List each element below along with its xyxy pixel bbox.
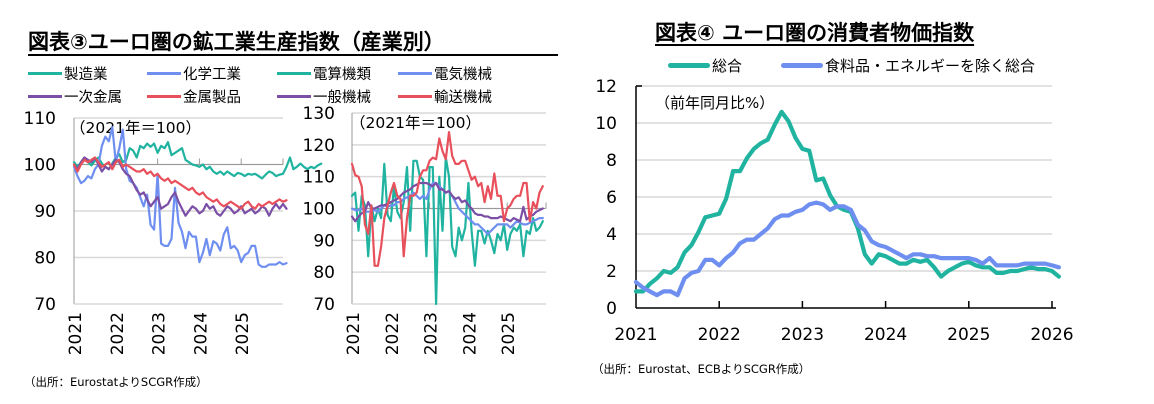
x-tick-label: 2026 [1030, 325, 1073, 345]
legend-item-metal-products: 金属製品 [147, 86, 241, 107]
y-tick-label: 12 [595, 77, 617, 97]
chart-annotation: （前年同月比%） [655, 94, 774, 112]
series-line-3 [350, 131, 544, 267]
legend-label: 製造業 [64, 67, 108, 83]
y-tick-label: 100 [303, 200, 335, 220]
chart-annotation: （2021年＝100） [350, 114, 481, 132]
y-tick-label: 90 [34, 202, 56, 222]
legend-item-headline: 総合 [668, 55, 742, 76]
legend-swatch [147, 72, 181, 75]
legend-item-computers: 電算機類 [277, 63, 371, 84]
chart-annotation: （2021年＝100） [70, 119, 201, 137]
x-tick-label: 2024 [191, 312, 211, 355]
x-tick-label: 2022 [108, 312, 128, 355]
figure3-title: 図表③ユーロ圏の鉱工業生産指数（産業別） [28, 30, 445, 54]
series-line-3 [72, 156, 288, 210]
x-tick-label: 2025 [499, 312, 519, 355]
series-line-0 [633, 109, 1062, 294]
y-tick-label: 80 [34, 249, 56, 269]
series-line-1 [72, 126, 288, 268]
legend-swatch [398, 95, 432, 98]
legend-label: 一次金属 [64, 90, 122, 106]
y-tick-label: 0 [606, 299, 617, 319]
series-line-1 [633, 200, 1062, 298]
y-tick-label: 100 [24, 156, 56, 176]
legend-item-manufacturing: 製造業 [28, 63, 108, 84]
y-tick-label: 2 [606, 262, 617, 282]
chart-panel-mid: 70 80 90 100 110 120 130 2021 2022 2023 2024 2025 （2… [303, 104, 547, 355]
chart-panel-right: 0 2 4 6 8 10 12 2021 2022 2023 2024 2025 2026 （前年同月比%… [595, 77, 1073, 345]
y-tick-label: 70 [313, 295, 335, 315]
x-tick-label: 2023 [422, 312, 442, 355]
x-tick-label: 2024 [864, 325, 907, 345]
legend-label: 電気機械 [434, 67, 492, 83]
legend-swatch [28, 95, 62, 98]
legend-label: 食料品・エネルギーを除く総合 [825, 57, 1036, 75]
figure3-title-underline [28, 54, 558, 56]
y-tick-label: 110 [303, 168, 335, 188]
figure4-title: 図表④ ユーロ圏の消費者物価指数 [655, 21, 975, 45]
x-tick-label: 2025 [947, 325, 990, 345]
legend-label: 輸送機械 [434, 90, 492, 106]
legend-label: 化学工業 [183, 67, 241, 83]
y-tick-label: 70 [34, 295, 56, 315]
legend-swatch [28, 72, 62, 75]
chart-panel-left: 70 80 90 100 110 2021 2022 2023 2024 2025 （2021年＝1… [24, 109, 323, 355]
series-line-2 [72, 156, 288, 217]
y-tick-label: 90 [313, 231, 335, 251]
legend-swatch [781, 63, 823, 68]
x-tick-label: 2021 [344, 312, 364, 355]
legend-item-chemicals: 化学工業 [147, 63, 241, 84]
x-tick-label: 2021 [614, 325, 657, 345]
x-tick-label: 2021 [66, 312, 86, 355]
series-line-0 [350, 156, 544, 306]
x-tick-label: 2025 [233, 312, 253, 355]
legend-item-transport: 輸送機械 [398, 86, 492, 107]
legend-swatch [277, 95, 311, 98]
figure4-source: （出所：Eurostat、ECBよりSCGR作成） [592, 362, 811, 376]
figure3-source: （出所：EurostatよりSCGR作成） [24, 375, 208, 389]
legend-item-general-machinery: 一般機械 [277, 86, 371, 107]
x-tick-label: 2023 [781, 325, 824, 345]
x-tick-label: 2022 [383, 312, 403, 355]
y-tick-label: 6 [606, 188, 617, 208]
legend-swatch [398, 72, 432, 75]
legend-swatch [147, 95, 181, 98]
legend-label: 総合 [712, 57, 743, 75]
legend-label: 電算機類 [313, 67, 371, 83]
y-tick-label: 110 [24, 109, 56, 129]
y-tick-label: 4 [606, 225, 617, 245]
series-line-0 [72, 141, 323, 180]
legend-swatch [277, 72, 311, 75]
legend-label: 一般機械 [313, 90, 371, 106]
y-tick-label: 10 [595, 114, 617, 134]
legend-item-electrical: 電気機械 [398, 63, 492, 84]
legend-swatch [668, 63, 710, 68]
y-tick-label: 8 [606, 151, 617, 171]
legend-label: 金属製品 [183, 90, 241, 106]
y-tick-label: 130 [303, 104, 335, 124]
y-tick-label: 120 [303, 136, 335, 156]
x-tick-label: 2022 [698, 325, 741, 345]
series-line-2 [350, 181, 544, 223]
legend-item-primary-metals: 一次金属 [28, 86, 122, 107]
x-tick-label: 2024 [460, 312, 480, 355]
y-tick-label: 80 [313, 263, 335, 283]
legend-item-core: 食料品・エネルギーを除く総合 [781, 55, 1035, 76]
x-tick-label: 2023 [150, 312, 170, 355]
